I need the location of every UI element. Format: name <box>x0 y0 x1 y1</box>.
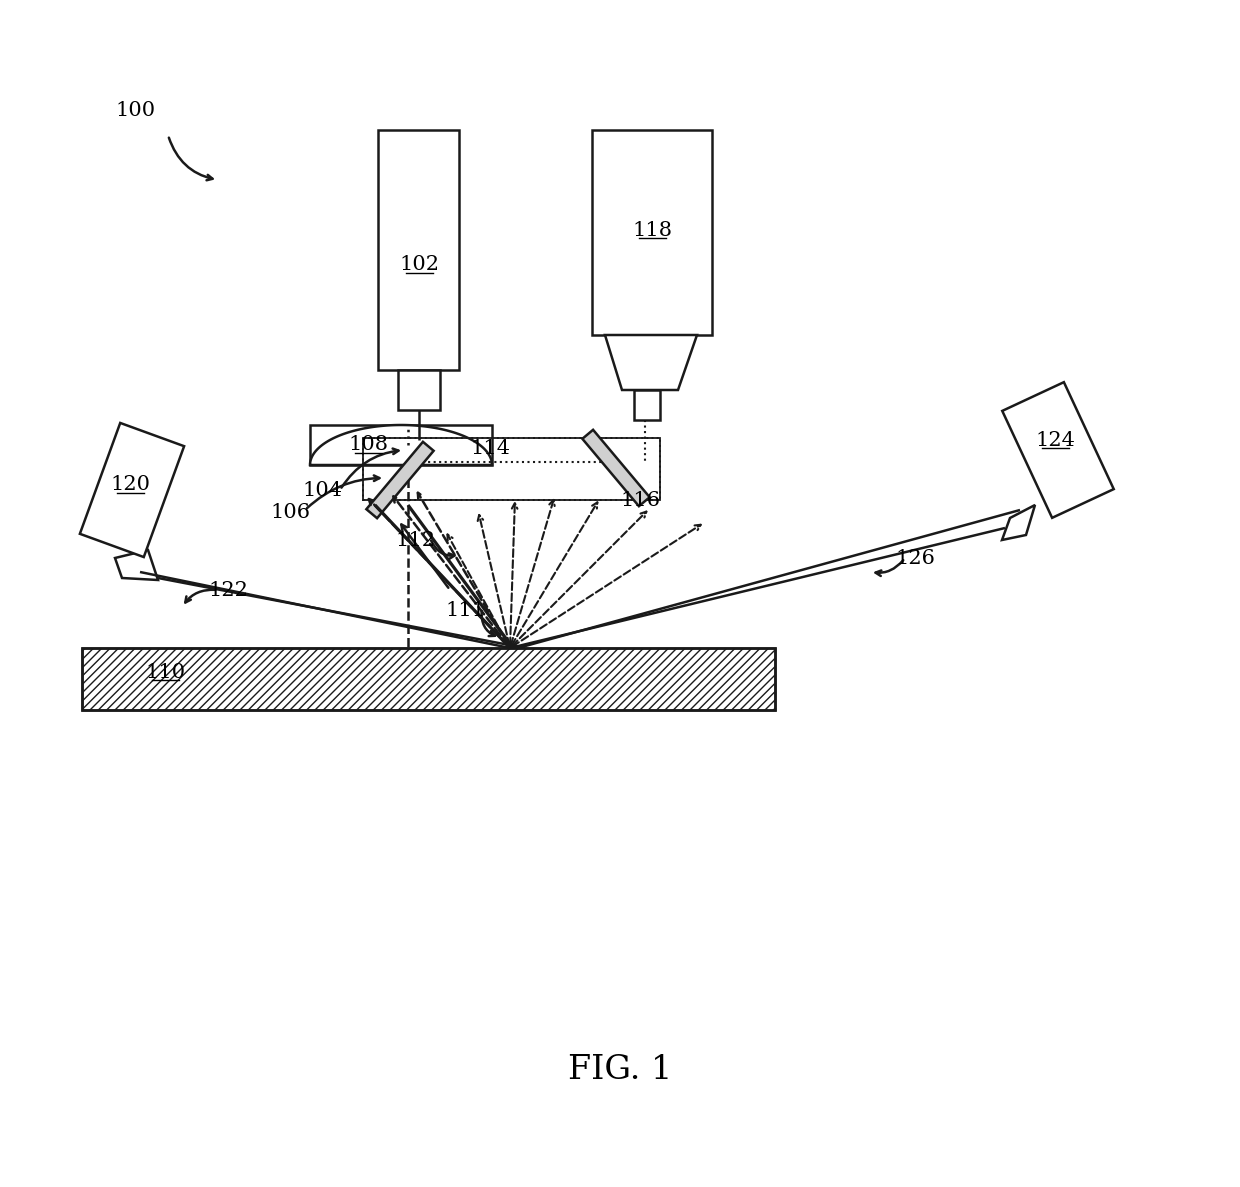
Polygon shape <box>634 391 660 420</box>
Text: 108: 108 <box>348 436 388 455</box>
Polygon shape <box>310 425 492 465</box>
Polygon shape <box>378 131 459 370</box>
Polygon shape <box>82 648 775 710</box>
Polygon shape <box>605 335 697 391</box>
Polygon shape <box>79 423 184 557</box>
Text: 111: 111 <box>446 601 486 620</box>
Text: 100: 100 <box>115 101 155 120</box>
Polygon shape <box>1002 382 1114 518</box>
Text: 122: 122 <box>208 580 248 599</box>
Text: 110: 110 <box>145 662 185 681</box>
Polygon shape <box>115 550 157 580</box>
Text: FIG. 1: FIG. 1 <box>568 1054 672 1086</box>
Text: 126: 126 <box>895 548 935 567</box>
Text: 120: 120 <box>110 476 150 495</box>
Polygon shape <box>591 131 712 335</box>
Text: 112: 112 <box>396 531 435 550</box>
Polygon shape <box>1002 504 1035 540</box>
Text: 124: 124 <box>1035 431 1075 450</box>
Polygon shape <box>310 425 492 465</box>
Text: 104: 104 <box>303 481 342 500</box>
Polygon shape <box>398 370 440 410</box>
Text: 118: 118 <box>632 221 672 240</box>
Text: 106: 106 <box>270 502 310 521</box>
Text: 114: 114 <box>470 438 510 457</box>
Polygon shape <box>583 430 650 506</box>
Text: 102: 102 <box>399 255 439 274</box>
Text: 116: 116 <box>620 490 660 509</box>
Polygon shape <box>366 442 434 519</box>
